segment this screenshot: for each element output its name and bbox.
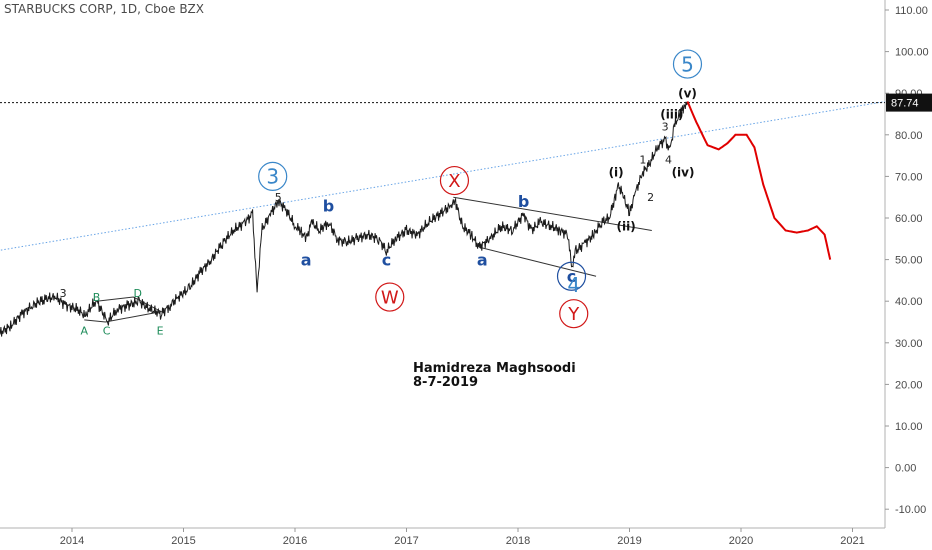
wave-label: 5 [681, 52, 694, 76]
x-tick-label: 2017 [394, 535, 418, 547]
x-tick-label: 2019 [617, 535, 641, 547]
x-tick-label: 2021 [840, 535, 864, 547]
channel-lower-line [478, 246, 597, 277]
wave-label: (i) [609, 166, 624, 180]
y-tick-label: 110.00 [895, 5, 928, 17]
wave-label: A [80, 324, 88, 337]
time-axis[interactable]: 2014 2015 2016 2017 2018 2019 2020 2021 [60, 528, 865, 547]
wave-label: 1 [639, 154, 646, 167]
x-tick-label: 2018 [506, 535, 530, 547]
wave-label-circle [258, 161, 288, 191]
wave-label: 3 [266, 165, 279, 189]
wave-label: E [157, 324, 164, 337]
wave-label-circle [439, 165, 470, 196]
x-tick-label: 2015 [171, 535, 195, 547]
wave-label: a [477, 250, 488, 269]
wave-label: b [518, 192, 529, 211]
wave-label: C [103, 324, 111, 337]
wave-label: 4 [665, 154, 672, 167]
author-annotation: Hamidreza Maghsoodi 8-7-2019 [413, 362, 576, 390]
wave-label: 4 [567, 273, 580, 297]
y-tick-label: 50.00 [895, 255, 923, 267]
x-tick-label: 2020 [729, 535, 753, 547]
price-badge [886, 93, 932, 112]
wave-label: (iv) [672, 166, 695, 180]
wave-label: c [567, 267, 576, 286]
y-tick-label: 100.00 [895, 47, 929, 59]
wave-label-circle [556, 261, 587, 291]
plot-area [0, 0, 886, 529]
y-tick-label: 70.00 [895, 171, 923, 183]
chart-title: STARBUCKS CORP, 1D, Cboe BZX [4, 2, 204, 16]
author-name: Hamidreza Maghsoodi [413, 361, 576, 376]
forecast-series [686, 101, 832, 260]
wave-label-circle [559, 299, 589, 329]
wave-label: X [448, 171, 460, 192]
y-tick-label: 40.00 [895, 296, 923, 308]
wave-label: (ii) [617, 220, 636, 234]
wave-label: (v) [678, 87, 697, 101]
wave-label-circle [375, 282, 405, 312]
y-tick-label: 20.00 [895, 379, 923, 391]
series-layer [0, 101, 886, 337]
wave-label: 5 [275, 191, 282, 204]
y-tick-label: 10.00 [895, 421, 923, 433]
wave-label: B [93, 291, 101, 304]
wave-label: W [381, 288, 399, 309]
price-badge-label: 87.74 [891, 98, 919, 110]
wave-label-circle [672, 49, 703, 79]
wave-label: 2 [647, 191, 654, 204]
wave-label: c [382, 250, 391, 269]
wave-label: 3 [662, 120, 669, 133]
wave-label: (iii) [660, 107, 683, 121]
price-series [0, 101, 688, 337]
wave-label: b [323, 196, 334, 215]
wave-label: a [301, 250, 312, 269]
wave-label: 3 [60, 287, 67, 300]
price-axis[interactable]: 110.00100.0090.0080.0070.0060.0050.0040.… [885, 5, 932, 516]
trend-line [0, 101, 886, 251]
x-tick-label: 2016 [283, 535, 307, 547]
x-tick-label: 2014 [60, 535, 84, 547]
triangle-pattern [84, 296, 163, 323]
y-tick-label: 60.00 [895, 213, 923, 225]
wave-label: D [134, 287, 142, 300]
y-tick-label: 80.00 [895, 130, 923, 142]
wave-label: Y [567, 304, 580, 325]
y-tick-label: -10.00 [895, 504, 926, 516]
channel-upper-line [453, 196, 652, 231]
y-tick-label: 0.00 [895, 463, 916, 475]
author-date: 8-7-2019 [413, 375, 479, 390]
y-tick-label: 30.00 [895, 338, 923, 350]
